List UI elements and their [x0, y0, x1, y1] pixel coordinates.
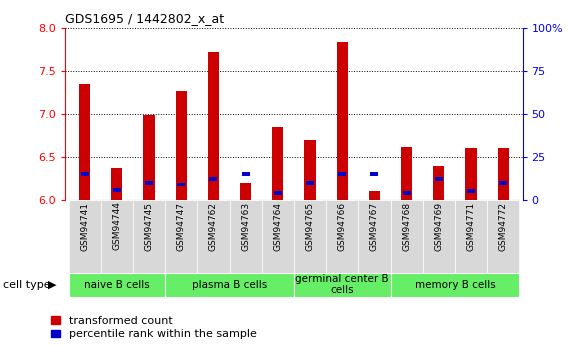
Legend: transformed count, percentile rank within the sample: transformed count, percentile rank withi… — [51, 316, 257, 339]
Bar — [403, 191, 411, 195]
FancyBboxPatch shape — [229, 200, 262, 276]
Bar — [467, 189, 475, 194]
Bar — [465, 148, 477, 200]
Bar — [337, 42, 348, 200]
Text: GSM94771: GSM94771 — [466, 201, 475, 251]
Bar — [242, 172, 249, 176]
Bar — [306, 181, 314, 185]
FancyBboxPatch shape — [455, 200, 487, 276]
Text: plasma B cells: plasma B cells — [192, 280, 267, 289]
Bar — [240, 183, 251, 200]
Bar — [210, 177, 218, 181]
Text: GSM94766: GSM94766 — [338, 201, 346, 251]
Text: cell type: cell type — [3, 280, 51, 289]
Text: GSM94767: GSM94767 — [370, 201, 379, 251]
Text: germinal center B
cells: germinal center B cells — [295, 274, 389, 295]
Bar — [433, 166, 445, 200]
FancyBboxPatch shape — [487, 200, 519, 276]
Text: GDS1695 / 1442802_x_at: GDS1695 / 1442802_x_at — [65, 12, 224, 25]
Text: GSM94744: GSM94744 — [112, 201, 122, 250]
Text: GSM94741: GSM94741 — [80, 201, 89, 250]
FancyBboxPatch shape — [391, 200, 423, 276]
Bar — [401, 147, 412, 200]
Text: GSM94745: GSM94745 — [144, 201, 153, 250]
Bar — [111, 168, 123, 200]
Bar — [499, 181, 507, 185]
Text: GSM94769: GSM94769 — [435, 201, 444, 251]
Text: GSM94765: GSM94765 — [306, 201, 315, 251]
FancyBboxPatch shape — [262, 200, 294, 276]
Bar — [208, 52, 219, 200]
FancyBboxPatch shape — [165, 273, 294, 297]
Text: GSM94747: GSM94747 — [177, 201, 186, 250]
FancyBboxPatch shape — [294, 273, 391, 297]
Bar — [145, 181, 153, 185]
Bar — [177, 183, 185, 187]
Bar — [176, 91, 187, 200]
Bar — [113, 188, 121, 192]
FancyBboxPatch shape — [69, 200, 101, 276]
Bar — [304, 140, 316, 200]
Text: GSM94762: GSM94762 — [209, 201, 218, 250]
Bar — [272, 127, 283, 200]
Bar — [143, 115, 154, 200]
Bar — [435, 177, 443, 181]
FancyBboxPatch shape — [423, 200, 455, 276]
Bar — [274, 191, 282, 195]
Bar — [498, 148, 509, 200]
Text: GSM94763: GSM94763 — [241, 201, 250, 251]
Text: GSM94772: GSM94772 — [499, 201, 508, 250]
Text: naive B cells: naive B cells — [84, 280, 150, 289]
FancyBboxPatch shape — [391, 273, 519, 297]
Text: GSM94768: GSM94768 — [402, 201, 411, 251]
Bar — [339, 172, 346, 176]
Bar — [81, 172, 89, 176]
FancyBboxPatch shape — [326, 200, 358, 276]
FancyBboxPatch shape — [358, 200, 391, 276]
Text: ▶: ▶ — [48, 280, 57, 289]
Bar — [369, 191, 380, 200]
FancyBboxPatch shape — [294, 200, 326, 276]
FancyBboxPatch shape — [69, 273, 165, 297]
FancyBboxPatch shape — [165, 200, 197, 276]
FancyBboxPatch shape — [133, 200, 165, 276]
Bar — [370, 172, 378, 176]
FancyBboxPatch shape — [101, 200, 133, 276]
Text: memory B cells: memory B cells — [415, 280, 495, 289]
Bar — [79, 84, 90, 200]
FancyBboxPatch shape — [197, 200, 229, 276]
Text: GSM94764: GSM94764 — [273, 201, 282, 250]
